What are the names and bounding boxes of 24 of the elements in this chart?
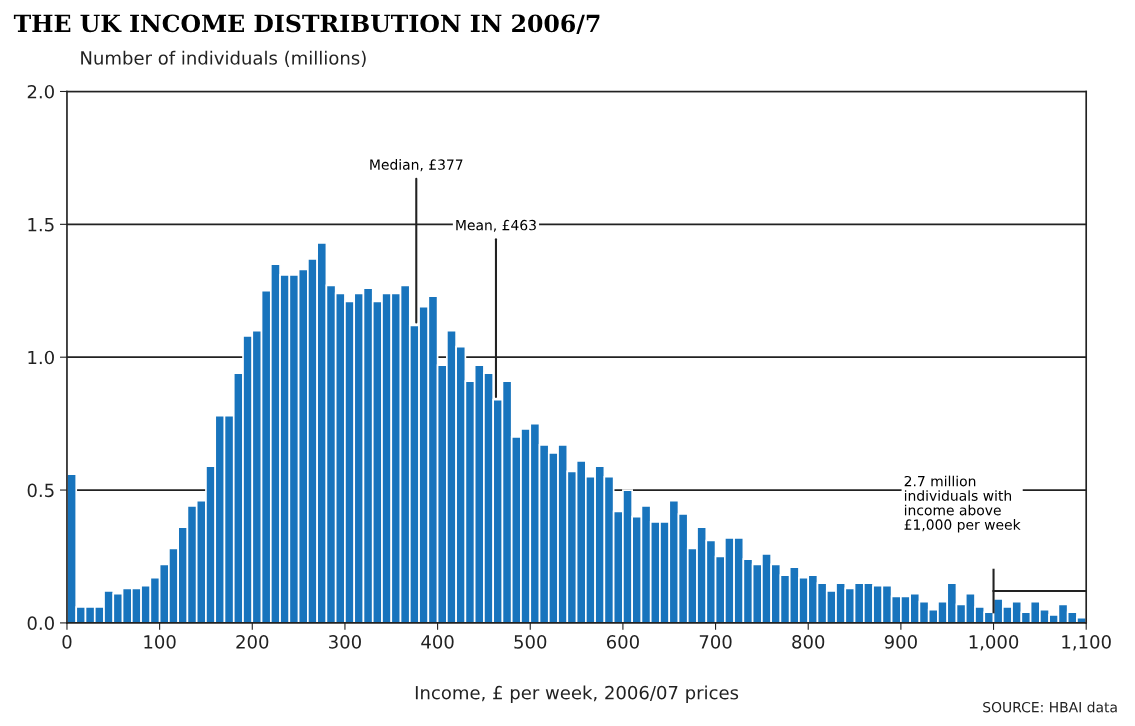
annotation: Median, £377 (370, 159, 463, 172)
y-tick-label: 0.0 (27, 616, 54, 631)
y-tick-label: 0.5 (27, 483, 54, 498)
x-tick-label: 800 (792, 635, 825, 649)
y-axis-title: Number of individuals (millions) (81, 50, 366, 67)
annotation: Mean, £463 (456, 219, 536, 232)
x-tick-label: 200 (236, 635, 269, 649)
x-tick-label: 0 (62, 635, 72, 649)
x-tick-label: 400 (421, 635, 454, 649)
x-tick-label: 600 (606, 635, 639, 649)
x-tick-label: 1,000 (969, 635, 1019, 651)
y-tick-label: 2.0 (27, 84, 54, 99)
x-tick-label: 300 (329, 635, 361, 649)
x-tick-label: 900 (884, 635, 917, 649)
x-tick-label: 100 (144, 635, 176, 649)
x-tick-label: 700 (699, 635, 732, 649)
chart-title: THE UK INCOME DISTRIBUTION IN 2006/7 (13, 14, 600, 35)
annotation: 2.7 million individuals with income above £1,000 per week (904, 475, 1021, 533)
source-note: SOURCE: HBAI data (983, 701, 1117, 713)
x-axis-title: Income, £ per week, 2006/07 prices (415, 685, 739, 703)
y-tick-label: 1.0 (28, 350, 54, 365)
x-tick-label: 500 (514, 635, 547, 649)
y-tick-label: 1.5 (28, 218, 54, 232)
x-tick-label: 1,100 (1062, 635, 1111, 651)
